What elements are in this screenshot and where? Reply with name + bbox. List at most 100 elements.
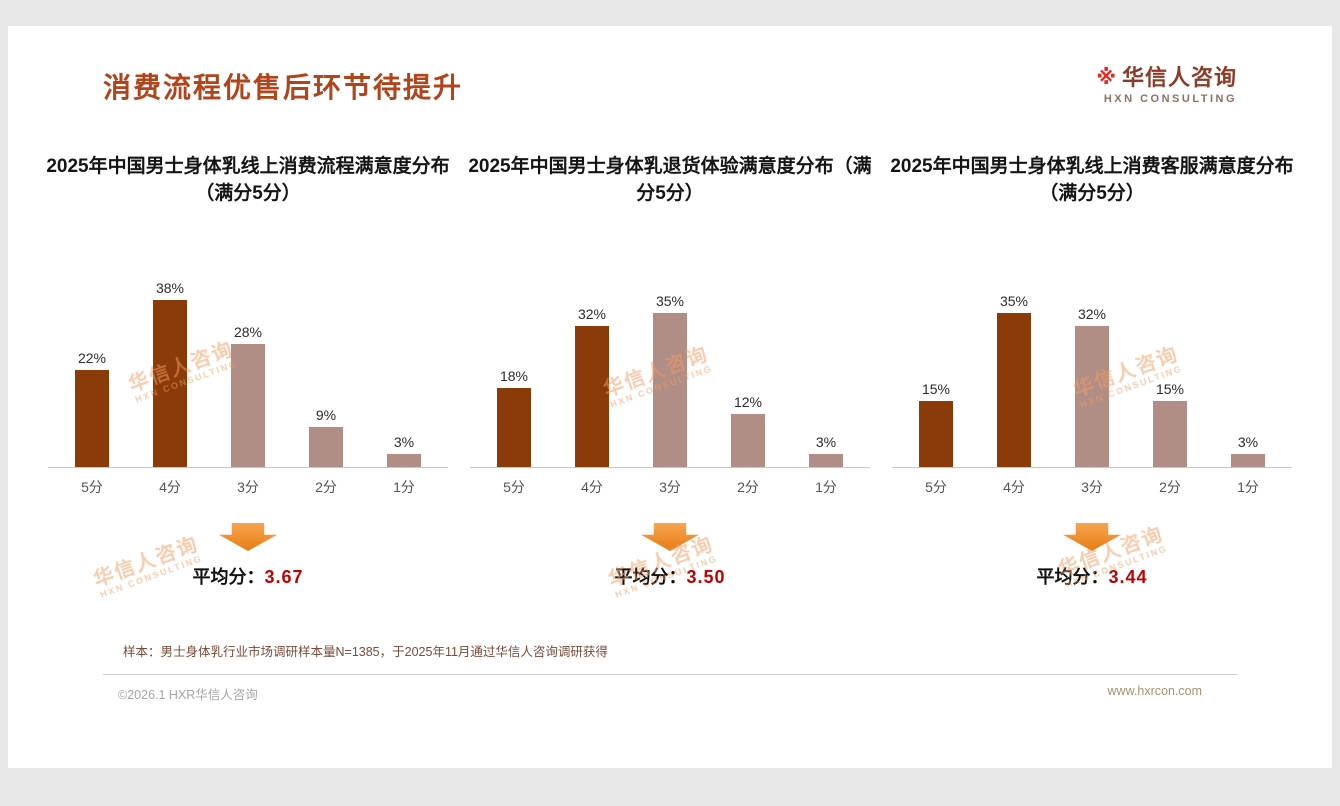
- average-label: 平均分：: [1036, 567, 1109, 587]
- logo-icon: ※: [1096, 67, 1116, 90]
- x-axis-label: 1分: [1237, 479, 1259, 495]
- footer-divider: [103, 674, 1237, 675]
- bar: [387, 454, 421, 467]
- x-axis: 5分 4分 3分 2分 1分: [48, 468, 448, 497]
- plot-area: 18% 32% 35% 12% 3%: [470, 272, 870, 468]
- average-label: 平均分：: [614, 567, 687, 587]
- bar-group: 9%: [287, 407, 365, 467]
- average-score: 平均分：3.50: [460, 563, 880, 589]
- bar-value-label: 38%: [155, 280, 185, 296]
- down-arrow-icon: [1063, 523, 1121, 551]
- bar: [153, 300, 187, 467]
- bar-value-label: 15%: [921, 381, 951, 397]
- x-axis-label: 2分: [315, 479, 337, 495]
- x-axis-label: 4分: [1003, 479, 1025, 495]
- average-value: 3.67: [264, 567, 304, 587]
- bar-value-label: 28%: [233, 324, 263, 340]
- bar: [1075, 326, 1109, 467]
- average-score: 平均分：3.67: [38, 563, 458, 589]
- chart-title: 2025年中国男士身体乳线上消费客服满意度分布（满分5分）: [890, 156, 1294, 204]
- x-axis-label: 2分: [1159, 479, 1181, 495]
- bar-value-label: 3%: [393, 434, 415, 450]
- bar: [731, 414, 765, 467]
- bar-group: 35%: [975, 293, 1053, 467]
- bar-value-label: 12%: [733, 394, 763, 410]
- x-axis-label: 3分: [237, 479, 259, 495]
- logo-subtitle: HXN CONSULTING: [1103, 93, 1237, 106]
- average-value: 3.44: [1108, 567, 1148, 587]
- x-axis-label: 5分: [925, 479, 947, 495]
- down-arrow-icon: [219, 523, 277, 551]
- chart-service-satisfaction: 2025年中国男士身体乳线上消费客服满意度分布（满分5分） 15% 35% 32% 1…: [882, 154, 1302, 589]
- bar: [1231, 454, 1265, 467]
- x-axis-label: 5分: [503, 479, 525, 495]
- bar-group: 22%: [53, 350, 131, 467]
- bar-value-label: 3%: [1237, 434, 1259, 450]
- x-axis-label: 2分: [737, 479, 759, 495]
- average-label: 平均分：: [192, 567, 265, 587]
- footer: ©2026.1 HXR华信人咨询 www.hxrcon.com: [118, 684, 1202, 703]
- bar-value-label: 35%: [655, 293, 685, 309]
- bar-group: 28%: [209, 324, 287, 467]
- down-arrow-icon: [641, 523, 699, 551]
- bar: [1153, 401, 1187, 467]
- bar-group: 3%: [365, 434, 443, 467]
- chart-title: 2025年中国男士身体乳线上消费流程满意度分布（满分5分）: [46, 156, 450, 204]
- bar-group: 3%: [787, 434, 865, 467]
- x-axis-label: 1分: [815, 479, 837, 495]
- x-axis-label: 3分: [1081, 479, 1103, 495]
- x-axis: 5分 4分 3分 2分 1分: [892, 468, 1292, 497]
- bar-value-label: 22%: [77, 350, 107, 366]
- bar-value-label: 32%: [1077, 306, 1107, 322]
- logo-name: 华信人咨询: [1121, 65, 1237, 90]
- average-score: 平均分：3.44: [882, 563, 1302, 589]
- bar-group: 15%: [897, 381, 975, 467]
- x-axis-label: 1分: [393, 479, 415, 495]
- charts-row: 2025年中国男士身体乳线上消费流程满意度分布（满分5分） 22% 38% 28% 9…: [8, 106, 1332, 589]
- plot-area: 22% 38% 28% 9% 3%: [48, 272, 448, 468]
- bar-value-label: 18%: [499, 368, 529, 384]
- average-value: 3.50: [686, 567, 726, 587]
- x-axis: 5分 4分 3分 2分 1分: [470, 468, 870, 497]
- header: 消费流程优售后环节待提升 ※ 华信人咨询 HXN CONSULTING: [8, 26, 1332, 106]
- bar-group: 3%: [1209, 434, 1287, 467]
- bar-value-label: 3%: [815, 434, 837, 450]
- bar-group: 32%: [1053, 306, 1131, 467]
- copyright-text: ©2026.1 HXR华信人咨询: [118, 688, 258, 702]
- x-axis-label: 4分: [581, 479, 603, 495]
- bar-value-label: 35%: [999, 293, 1029, 309]
- bar: [919, 401, 953, 467]
- chart-title: 2025年中国男士身体乳退货体验满意度分布（满分5分）: [468, 156, 872, 204]
- bar-group: 12%: [709, 394, 787, 467]
- bar: [75, 370, 109, 467]
- bar: [309, 427, 343, 467]
- bar-group: 18%: [475, 368, 553, 467]
- bar-plot: 22% 38% 28% 9% 3% 5分 4分 3分 2分 1分: [38, 272, 458, 497]
- bar-plot: 15% 35% 32% 15% 3% 5分 4分 3分 2分 1分: [882, 272, 1302, 497]
- slide: 华信人咨询 HXN CONSULTING 华信人咨询 HXN CONSULTIN…: [8, 26, 1332, 768]
- bar-group: 38%: [131, 280, 209, 467]
- sample-footnote: 样本：男士身体乳行业市场调研样本量N=1385，于2025年11月通过华信人咨询…: [123, 645, 608, 659]
- x-axis-label: 5分: [81, 479, 103, 495]
- logo: ※ 华信人咨询 HXN CONSULTING: [1096, 65, 1237, 106]
- x-axis-label: 4分: [159, 479, 181, 495]
- bar: [497, 388, 531, 467]
- bar: [997, 313, 1031, 467]
- bar: [653, 313, 687, 467]
- bar-value-label: 9%: [315, 407, 337, 423]
- chart-process-satisfaction: 2025年中国男士身体乳线上消费流程满意度分布（满分5分） 22% 38% 28% 9…: [38, 154, 458, 589]
- bar-group: 32%: [553, 306, 631, 467]
- bar: [809, 454, 843, 467]
- bar-plot: 18% 32% 35% 12% 3% 5分 4分 3分 2分 1分: [460, 272, 880, 497]
- bar: [231, 344, 265, 467]
- page-title: 消费流程优售后环节待提升: [103, 72, 464, 103]
- chart-return-satisfaction: 2025年中国男士身体乳退货体验满意度分布（满分5分） 18% 32% 35% 12%…: [460, 154, 880, 589]
- bar-group: 15%: [1131, 381, 1209, 467]
- plot-area: 15% 35% 32% 15% 3%: [892, 272, 1292, 468]
- x-axis-label: 3分: [659, 479, 681, 495]
- bar: [575, 326, 609, 467]
- bar-value-label: 15%: [1155, 381, 1185, 397]
- bar-value-label: 32%: [577, 306, 607, 322]
- website-url: www.hxrcon.com: [1107, 684, 1202, 698]
- bar-group: 35%: [631, 293, 709, 467]
